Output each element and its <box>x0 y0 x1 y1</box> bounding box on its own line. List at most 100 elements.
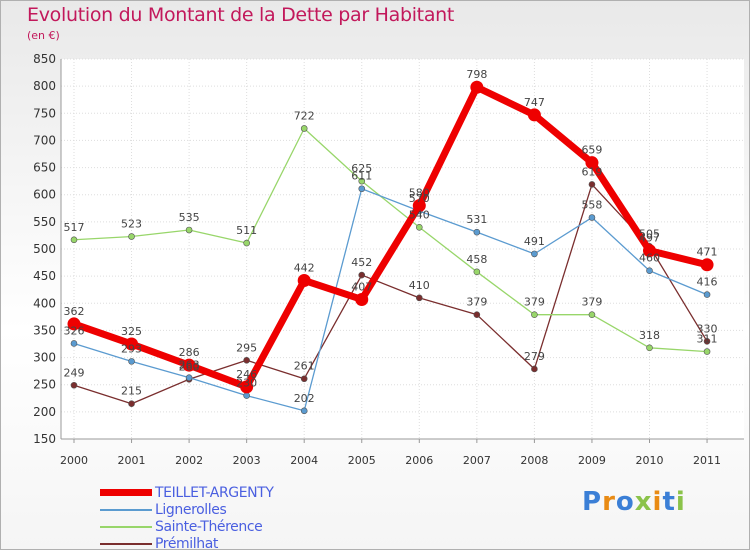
data-label: 625 <box>351 162 372 175</box>
legend-label: TEILLET-ARGENTY <box>155 484 274 501</box>
data-point <box>415 223 423 231</box>
data-label: 570 <box>409 192 430 205</box>
legend-label: Sainte-Thérence <box>155 518 263 535</box>
data-label: 611 <box>351 170 372 183</box>
chart-title: Evolution du Montant de la Dette par Hab… <box>27 4 455 26</box>
data-label: 511 <box>236 224 257 237</box>
data-label: 362 <box>64 305 85 318</box>
data-label: 491 <box>524 235 545 248</box>
data-point <box>473 228 481 236</box>
data-label: 747 <box>524 96 545 109</box>
data-label: 471 <box>697 246 718 259</box>
data-point <box>128 233 135 240</box>
data-point <box>125 337 139 351</box>
data-point <box>300 407 308 415</box>
data-point <box>358 271 366 279</box>
x-tick-label: 2011 <box>693 454 721 467</box>
y-tick-label: 300 <box>33 351 56 365</box>
data-label: 497 <box>639 232 660 245</box>
x-tick-label: 2009 <box>578 454 606 467</box>
y-tick-label: 500 <box>33 242 56 256</box>
data-point <box>358 185 366 193</box>
data-point <box>588 181 596 188</box>
data-label: 318 <box>639 329 660 342</box>
data-label: 379 <box>466 296 487 309</box>
y-tick-label: 600 <box>33 188 56 202</box>
data-point <box>70 381 78 389</box>
data-point <box>243 356 250 364</box>
data-point <box>473 311 481 318</box>
data-point <box>297 273 311 287</box>
data-point <box>185 374 193 381</box>
legend-swatch <box>100 525 152 528</box>
data-point <box>703 337 711 345</box>
data-label: 580 <box>409 187 430 200</box>
data-label: 535 <box>179 211 200 224</box>
y-tick-label: 400 <box>33 296 56 310</box>
plot-area <box>61 59 744 439</box>
data-label: 279 <box>524 350 545 363</box>
data-label: 531 <box>466 213 487 226</box>
series-line <box>73 127 708 353</box>
data-label: 263 <box>179 359 200 372</box>
data-point <box>300 125 308 132</box>
data-point <box>412 199 426 213</box>
y-tick-label: 150 <box>33 432 56 446</box>
data-point <box>703 291 711 298</box>
legend-swatch <box>100 489 152 496</box>
data-point <box>300 375 308 383</box>
data-point <box>243 239 250 247</box>
x-tick-label: 2004 <box>290 454 318 467</box>
legend: TEILLET-ARGENTY Lignerolles Sainte-Thérenc… <box>100 484 274 552</box>
y-tick-label: 200 <box>33 405 56 419</box>
x-tick-label: 2010 <box>636 454 664 467</box>
data-label: 619 <box>581 165 602 178</box>
data-label: 558 <box>581 199 602 212</box>
data-label: 523 <box>121 218 142 231</box>
legend-item: TEILLET-ARGENTY <box>100 484 274 501</box>
data-label: 230 <box>236 377 257 390</box>
logo-letter: x <box>634 487 653 517</box>
data-label: 505 <box>639 227 660 240</box>
data-point <box>243 392 250 399</box>
logo-letter: r <box>602 487 616 517</box>
data-label: 540 <box>409 208 430 221</box>
data-label: 407 <box>351 280 372 293</box>
legend-label: Lignerolles <box>155 501 227 518</box>
data-label: 293 <box>121 342 142 355</box>
data-point <box>531 365 538 373</box>
logo-letter: i <box>675 487 686 517</box>
data-point <box>527 108 541 122</box>
legend-item: Lignerolles <box>100 501 274 518</box>
data-label: 246 <box>236 368 257 381</box>
legend-label: Prémilhat <box>155 535 219 552</box>
x-tick-label: 2003 <box>233 454 261 467</box>
data-label: 798 <box>466 68 487 81</box>
data-point <box>700 258 714 272</box>
y-tick-label: 850 <box>33 52 56 66</box>
data-label: 379 <box>581 296 602 309</box>
y-tick-label: 750 <box>33 106 56 120</box>
data-label: 311 <box>697 333 718 346</box>
data-point <box>128 400 135 408</box>
data-point <box>128 358 135 365</box>
data-label: 260 <box>179 360 200 373</box>
data-label: 517 <box>64 221 85 234</box>
data-label: 202 <box>294 392 315 405</box>
data-label: 659 <box>581 144 602 157</box>
data-label: 286 <box>179 346 200 359</box>
data-point <box>703 348 711 355</box>
data-label: 295 <box>236 341 257 354</box>
y-tick-label: 650 <box>33 161 56 175</box>
data-point <box>646 267 653 275</box>
data-label: 410 <box>409 279 430 292</box>
series-line <box>73 188 708 412</box>
data-point <box>240 380 254 394</box>
axes: 150 200 250 300 350 400 450 500 550 600 650 700 750 8… <box>33 52 744 467</box>
x-tick-label: 2006 <box>405 454 433 467</box>
data-label: 249 <box>64 366 85 379</box>
data-point <box>531 250 538 258</box>
y-tick-label: 250 <box>33 378 56 392</box>
logo-letter: P <box>582 487 603 517</box>
